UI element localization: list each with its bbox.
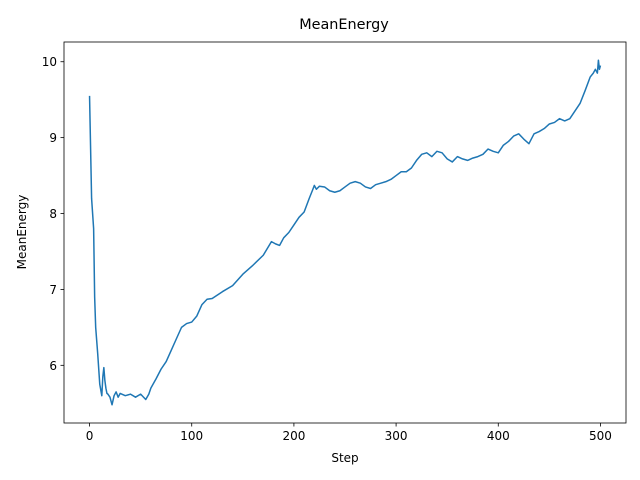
x-axis-label: Step [331, 451, 358, 465]
y-tick-label: 10 [42, 55, 57, 69]
x-tick-label: 0 [86, 429, 94, 443]
y-axis-ticks: 6 7 8 9 10 [42, 55, 64, 373]
x-tick-label: 300 [385, 429, 408, 443]
y-axis-label: MeanEnergy [15, 195, 29, 270]
y-tick-label: 7 [49, 283, 57, 297]
axes-frame [63, 41, 627, 424]
x-axis-ticks: 0 100 200 300 400 500 [86, 423, 612, 443]
x-tick-label: 400 [487, 429, 510, 443]
y-tick-label: 6 [49, 359, 57, 373]
x-tick-label: 100 [180, 429, 203, 443]
x-tick-label: 500 [589, 429, 612, 443]
series-line [88, 59, 602, 406]
y-tick-label: 8 [49, 207, 57, 221]
chart-title: MeanEnergy [299, 17, 389, 33]
y-tick-label: 9 [49, 131, 57, 145]
plot-area [88, 59, 602, 406]
x-tick-label: 200 [282, 429, 305, 443]
